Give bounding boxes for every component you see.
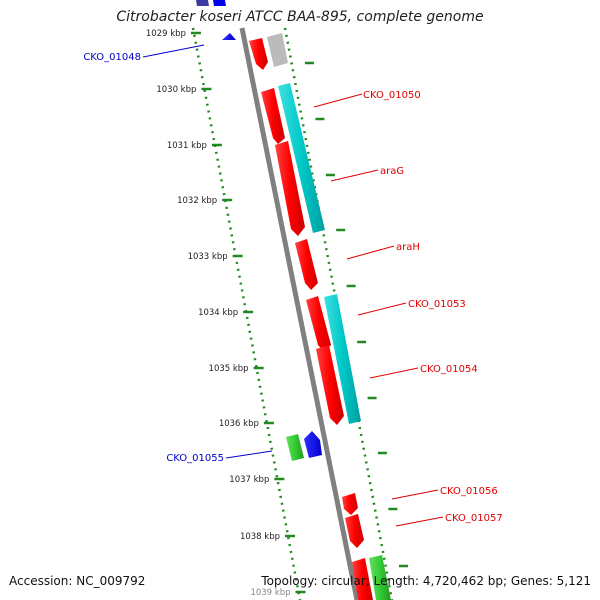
gene-arrow[interactable]: [286, 434, 304, 461]
gene-label[interactable]: CKO_01048: [83, 52, 141, 63]
gene-label[interactable]: araG: [380, 166, 404, 177]
tick-label: 1034 kbp: [198, 308, 238, 318]
gene-label[interactable]: CKO_01053: [408, 299, 466, 310]
tick-track-outer: [283, 27, 394, 600]
map-title: Citrobacter koseri ATCC BAA-895, complet…: [116, 9, 484, 25]
tick-label: 1036 kbp: [219, 419, 259, 429]
label-leader-line: [395, 516, 444, 527]
label-leader-line: [330, 169, 379, 182]
gene-arrow[interactable]: [369, 555, 391, 600]
gene-arrow[interactable]: [316, 345, 344, 425]
tick-label: 1033 kbp: [188, 252, 228, 262]
tick-label: 1030 kbp: [156, 85, 196, 95]
tick-label: 1035 kbp: [209, 364, 249, 374]
gene-arrow[interactable]: [267, 33, 288, 67]
cds-block[interactable]: [278, 83, 325, 233]
gene-labels: CKO_01048 CKO_01050 araG araH CKO_01053 CKO_0…: [83, 44, 503, 527]
gene-label[interactable]: CKO_01050: [363, 90, 421, 101]
genome-summary-text: Topology: circular; Length: 4,720,462 bp…: [261, 574, 591, 588]
gene-label[interactable]: CKO_01057: [445, 513, 503, 524]
label-leader-line: [357, 302, 407, 316]
gene-label[interactable]: CKO_01054: [420, 364, 478, 375]
gene-label[interactable]: araH: [396, 242, 420, 253]
tick-label: 1037 kbp: [229, 475, 269, 485]
gene-arrow[interactable]: [306, 296, 331, 352]
gene-label[interactable]: CKO_01056: [440, 486, 498, 497]
tick-label: 1039 kbp: [250, 588, 290, 598]
tick-track-inner: [191, 27, 302, 600]
gene-arrow[interactable]: [213, 0, 226, 6]
label-leader-line: [142, 44, 205, 58]
gene-arrow[interactable]: [345, 514, 364, 548]
label-leader-line: [346, 245, 395, 260]
tick-label: 1038 kbp: [240, 532, 280, 542]
gene-arrow[interactable]: [249, 38, 268, 70]
coordinate-ticks: 1029 kbp 1030 kbp 1031 kbp 1032 kbp 1033 kbp…: [146, 29, 409, 598]
label-leader-line: [225, 450, 273, 459]
gene-label[interactable]: CKO_01055: [166, 453, 224, 464]
gene-arrow[interactable]: [196, 0, 209, 6]
gene-arrow[interactable]: [304, 431, 322, 458]
gene-arrow[interactable]: [222, 33, 236, 40]
label-leader-line: [391, 489, 439, 500]
tick-label: 1029 kbp: [146, 29, 186, 39]
gene-arrow[interactable]: [295, 239, 318, 290]
gene-arrow[interactable]: [275, 141, 305, 236]
label-leader-line: [313, 93, 363, 108]
tick-label: 1031 kbp: [167, 141, 207, 151]
cds-block[interactable]: [324, 294, 361, 424]
gene-arrow[interactable]: [352, 558, 373, 600]
genome-backbone: [239, 27, 360, 600]
accession-text: Accession: NC_009792: [9, 574, 146, 588]
label-leader-line: [369, 367, 419, 379]
tick-label: 1032 kbp: [177, 196, 217, 206]
gene-arrow[interactable]: [261, 88, 285, 144]
gene-track: [196, 0, 391, 600]
gene-arrow[interactable]: [342, 493, 358, 515]
